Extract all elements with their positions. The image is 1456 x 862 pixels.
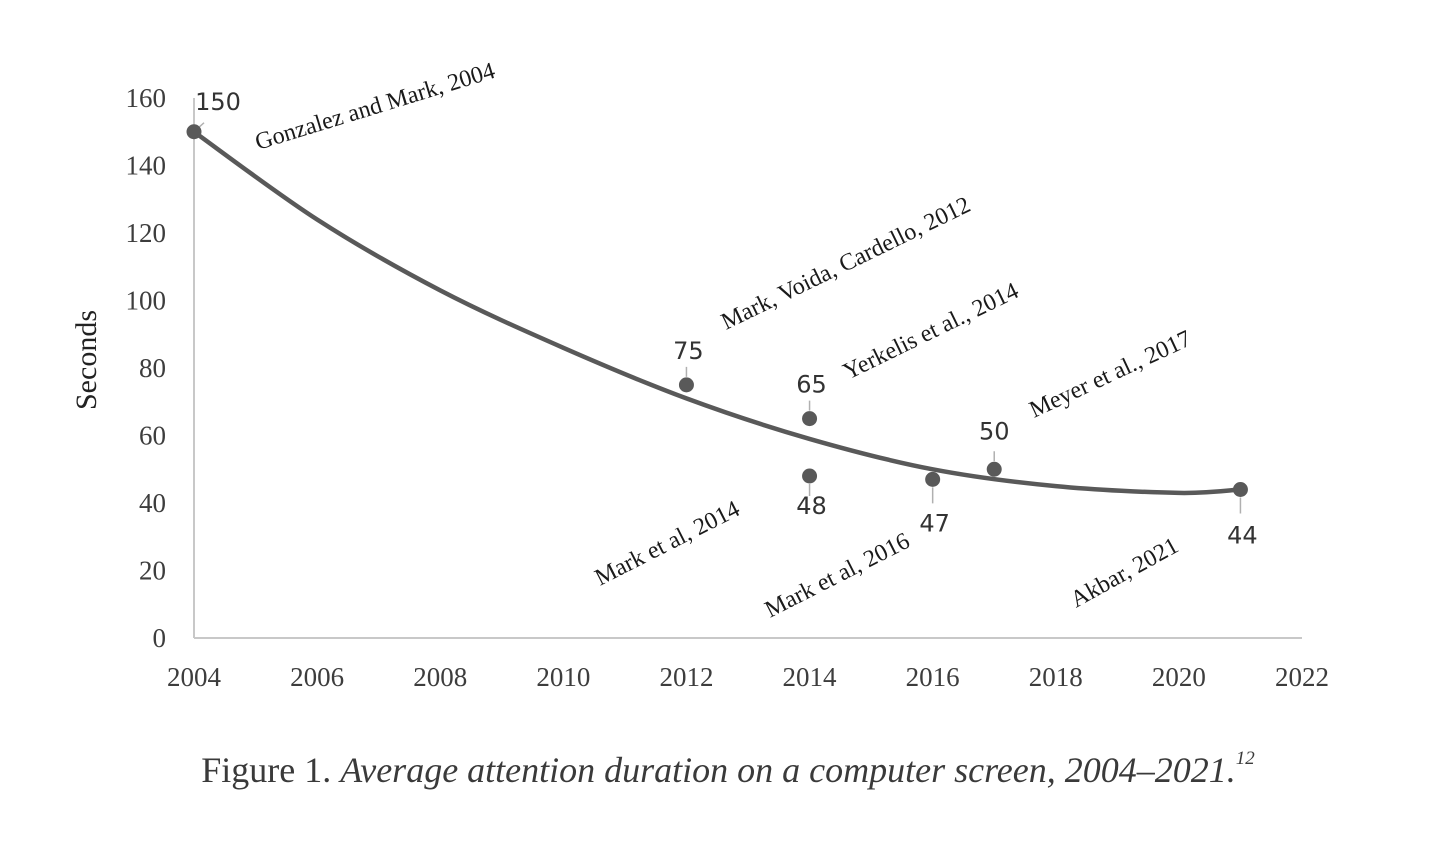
data-value-label: 50 bbox=[979, 417, 1010, 445]
y-tick-label: 80 bbox=[139, 353, 166, 383]
y-tick-label: 60 bbox=[139, 421, 166, 451]
data-point bbox=[802, 411, 818, 427]
x-tick-label: 2016 bbox=[906, 662, 960, 692]
x-tick-label: 2022 bbox=[1275, 662, 1329, 692]
data-point bbox=[986, 461, 1002, 477]
y-tick-label: 100 bbox=[126, 286, 167, 316]
data-value-labels: 150 75 65 48 47 50 44 bbox=[195, 88, 1258, 550]
x-tick-label: 2020 bbox=[1152, 662, 1206, 692]
figure-caption: Figure 1. Average attention duration on … bbox=[0, 748, 1456, 791]
y-axis-ticks: 0 20 40 60 80 100 120 140 160 bbox=[126, 83, 167, 653]
source-annotation: Mark et al, 2014 bbox=[591, 496, 744, 591]
figure-number: Figure 1. bbox=[201, 750, 332, 790]
label-leader-lines bbox=[193, 122, 1242, 514]
data-value-label: 48 bbox=[796, 492, 827, 520]
y-tick-label: 20 bbox=[139, 556, 166, 586]
y-tick-label: 120 bbox=[126, 218, 167, 248]
figure-title: Average attention duration on a computer… bbox=[340, 750, 1236, 790]
source-annotation: Yerkelis et al., 2014 bbox=[839, 278, 1023, 385]
data-value-label: 75 bbox=[673, 337, 704, 365]
data-point bbox=[925, 471, 941, 487]
source-annotation: Mark et al, 2016 bbox=[761, 528, 914, 623]
x-tick-label: 2014 bbox=[783, 662, 838, 692]
x-tick-label: 2006 bbox=[290, 662, 344, 692]
data-value-label: 150 bbox=[195, 88, 241, 116]
y-tick-label: 140 bbox=[126, 151, 167, 181]
data-points bbox=[186, 124, 1248, 497]
y-tick-label: 0 bbox=[153, 623, 167, 653]
source-annotation: Gonzalez and Mark, 2004 bbox=[252, 58, 498, 156]
y-axis-label: Seconds bbox=[70, 310, 103, 410]
x-tick-label: 2018 bbox=[1029, 662, 1083, 692]
trendline bbox=[191, 129, 1243, 496]
source-annotation: Meyer et al., 2017 bbox=[1026, 326, 1196, 424]
data-value-label: 44 bbox=[1227, 522, 1258, 550]
y-tick-label: 160 bbox=[126, 83, 167, 113]
data-point bbox=[678, 377, 694, 393]
data-value-label: 47 bbox=[919, 509, 950, 537]
x-axis-ticks: 2004 2006 2008 2010 2012 2014 2016 2018 2020 2022 bbox=[167, 662, 1329, 692]
footnote-marker: 12 bbox=[1235, 748, 1255, 769]
y-tick-label: 40 bbox=[139, 488, 166, 518]
data-point bbox=[1232, 482, 1248, 497]
data-point bbox=[802, 468, 818, 484]
x-tick-label: 2008 bbox=[413, 662, 467, 692]
x-tick-label: 2004 bbox=[167, 662, 222, 692]
data-point bbox=[186, 124, 202, 140]
x-tick-label: 2012 bbox=[659, 662, 713, 692]
x-tick-label: 2010 bbox=[536, 662, 590, 692]
source-annotation: Akbar, 2021 bbox=[1066, 533, 1183, 613]
data-value-label: 65 bbox=[796, 371, 827, 399]
